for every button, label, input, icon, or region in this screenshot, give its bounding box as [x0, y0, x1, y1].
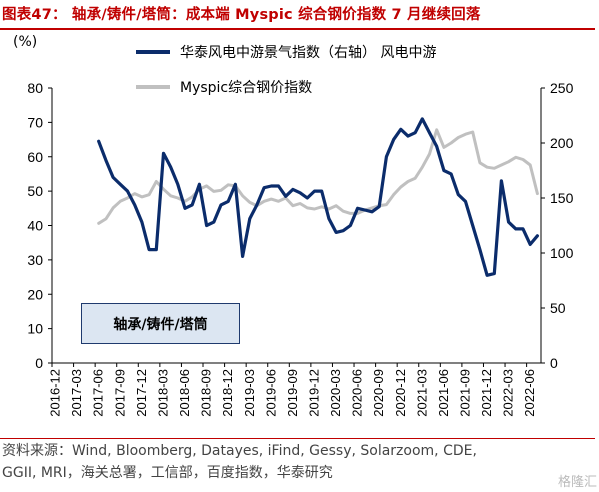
- x-tick-label: 2018-03: [155, 369, 170, 417]
- x-tick-label: 2021-09: [457, 369, 472, 417]
- y-left-tick-label: 0: [35, 355, 43, 371]
- y-left-tick-label: 60: [27, 149, 43, 165]
- y-right-tick-label: 250: [550, 80, 574, 96]
- x-tick-label: 2021-06: [436, 369, 451, 417]
- y-right-tick-label: 100: [550, 245, 574, 261]
- x-tick-label: 2022-06: [522, 369, 537, 417]
- y-right-tick-label: 50: [550, 300, 566, 316]
- series-line-steel-index: [97, 128, 539, 225]
- x-tick-label: 2019-12: [306, 369, 321, 417]
- left-axis-unit: (%): [13, 34, 38, 50]
- legend-swatch-wind-index: [136, 50, 170, 54]
- chart-title: 图表47： 轴承/铸件/塔筒：成本端 Myspic 综合钢价指数 7 月继续回落: [2, 7, 481, 23]
- y-left-tick-label: 80: [27, 80, 43, 96]
- x-tick-label: 2019-06: [263, 369, 278, 417]
- x-tick-label: 2018-09: [199, 369, 214, 417]
- y-right-tick-label: 0: [550, 355, 558, 371]
- legend-label-wind-index: 华泰风电中游景气指数（右轴） 风电中游: [180, 45, 437, 61]
- source-divider: [0, 438, 595, 439]
- x-tick-label: 2017-06: [91, 369, 106, 417]
- y-right-tick-label: 150: [550, 190, 574, 206]
- x-tick-label: 2021-12: [479, 369, 494, 417]
- series-line-wind-index: [97, 117, 540, 277]
- x-tick-label: 2020-12: [393, 369, 408, 417]
- x-tick-label: 2017-12: [134, 369, 149, 417]
- x-tick-label: 2019-03: [242, 369, 257, 417]
- y-left-tick-label: 70: [27, 114, 43, 130]
- y-right-tick-label: 200: [550, 135, 574, 151]
- watermark: 格隆汇: [557, 475, 597, 490]
- x-tick-label: 2020-03: [328, 369, 343, 417]
- y-left-tick-label: 30: [27, 252, 43, 268]
- title-divider: [0, 28, 595, 30]
- legend-label-steel-index: Myspic综合钢价指数: [180, 80, 313, 96]
- x-tick-label: 2017-09: [112, 369, 127, 417]
- x-tick-label: 2022-03: [501, 369, 516, 417]
- source-line-1: 资料来源：Wind, Bloomberg, Datayes, iFind, Ge…: [2, 443, 477, 459]
- x-tick-label: 2020-09: [371, 369, 386, 417]
- source-note: 资料来源：Wind, Bloomberg, Datayes, iFind, Ge…: [2, 440, 477, 484]
- y-left-tick-label: 40: [27, 218, 43, 234]
- x-tick-label: 2016-12: [48, 369, 63, 417]
- x-tick-label: 2018-06: [177, 369, 192, 417]
- x-tick-label: 2018-12: [220, 369, 235, 417]
- x-tick-label: 2020-06: [350, 369, 365, 417]
- legend-item-wind-index: 华泰风电中游景气指数（右轴） 风电中游: [136, 42, 436, 62]
- legend-swatch-steel-index: [136, 85, 170, 89]
- source-line-2: GGII, MRI，海关总署，工信部，百度指数，华泰研究: [2, 465, 333, 481]
- annotation-box: 轴承/铸件/塔筒: [81, 303, 240, 344]
- y-left-tick-label: 50: [27, 183, 43, 199]
- x-tick-label: 2021-03: [414, 369, 429, 417]
- x-tick-label: 2019-09: [285, 369, 300, 417]
- x-tick-label: 2017-03: [69, 369, 84, 417]
- y-left-tick-label: 20: [27, 286, 43, 302]
- legend-item-steel-index: Myspic综合钢价指数: [136, 77, 312, 97]
- y-left-tick-label: 10: [27, 321, 43, 337]
